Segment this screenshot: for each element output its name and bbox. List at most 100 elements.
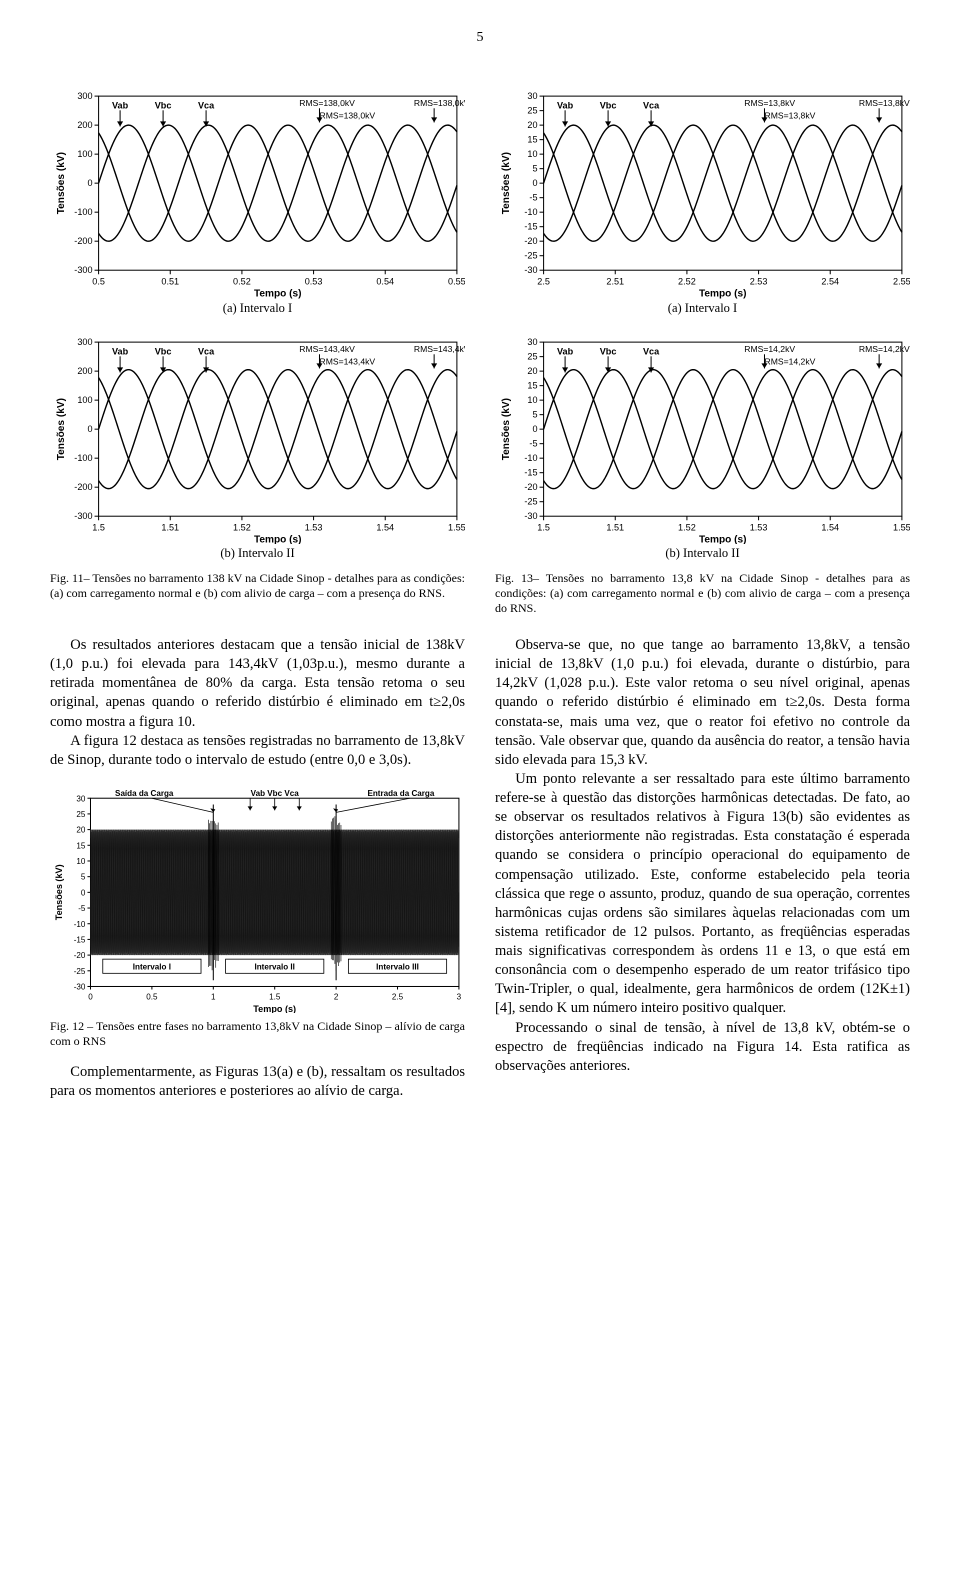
svg-text:-30: -30 xyxy=(74,982,86,991)
svg-text:-25: -25 xyxy=(524,251,537,261)
body-paragraph: Processando o sinal de tensão, à nível d… xyxy=(495,1019,910,1076)
svg-text:RMS=14,2kV: RMS=14,2kV xyxy=(859,344,910,354)
svg-text:20: 20 xyxy=(76,826,85,835)
svg-text:0.52: 0.52 xyxy=(233,276,251,286)
svg-text:1.55: 1.55 xyxy=(893,522,910,532)
svg-text:Tempo (s): Tempo (s) xyxy=(254,534,302,544)
svg-text:-5: -5 xyxy=(529,438,537,448)
svg-text:RMS=138,0kV: RMS=138,0kV xyxy=(414,98,465,108)
svg-text:1.5: 1.5 xyxy=(92,522,105,532)
svg-text:1.52: 1.52 xyxy=(678,522,696,532)
svg-text:-25: -25 xyxy=(524,496,537,506)
svg-text:RMS=138,0kV: RMS=138,0kV xyxy=(319,110,375,120)
body-paragraph: Os resultados anteriores destacam que a … xyxy=(50,636,465,732)
svg-text:Intervalo III: Intervalo III xyxy=(376,962,419,971)
svg-text:1.5: 1.5 xyxy=(269,993,281,1002)
svg-text:Vab: Vab xyxy=(557,346,574,356)
chart-row-1: -300-200-10001002003000.50.510.520.530.5… xyxy=(50,86,910,326)
svg-text:RMS=14,2kV: RMS=14,2kV xyxy=(744,344,795,354)
svg-text:2.53: 2.53 xyxy=(750,276,768,286)
svg-text:2.51: 2.51 xyxy=(606,276,624,286)
svg-text:Vbc: Vbc xyxy=(155,100,172,110)
svg-text:1.54: 1.54 xyxy=(376,522,394,532)
svg-text:Vca: Vca xyxy=(198,100,215,110)
chart-mid-right: -30-25-20-15-10-50510152025301.51.511.52… xyxy=(495,332,910,631)
svg-text:Vab: Vab xyxy=(112,346,129,356)
svg-text:30: 30 xyxy=(527,337,537,347)
svg-text:15: 15 xyxy=(527,135,537,145)
svg-text:0.51: 0.51 xyxy=(161,276,179,286)
svg-text:Entrada da Carga: Entrada da Carga xyxy=(367,789,434,798)
svg-text:Intervalo I: Intervalo I xyxy=(133,962,171,971)
svg-text:Saída da Carga: Saída da Carga xyxy=(115,789,174,798)
svg-text:300: 300 xyxy=(77,91,92,101)
svg-text:Vca: Vca xyxy=(198,346,215,356)
svg-text:-30: -30 xyxy=(524,511,537,521)
svg-text:Vab: Vab xyxy=(557,100,574,110)
svg-text:Tensões (kV): Tensões (kV) xyxy=(56,398,67,460)
svg-text:Tempo (s): Tempo (s) xyxy=(699,534,747,544)
svg-text:0.5: 0.5 xyxy=(92,276,105,286)
svg-text:Vca: Vca xyxy=(643,100,660,110)
chart-mid-left: -300-200-10001002003001.51.511.521.531.5… xyxy=(50,332,465,631)
body-two-col: Os resultados anteriores destacam que a … xyxy=(50,636,910,1101)
svg-text:5: 5 xyxy=(532,164,537,174)
svg-text:-200: -200 xyxy=(74,482,92,492)
fig12-caption: Fig. 12 – Tensões entre fases no barrame… xyxy=(50,1019,465,1049)
left-column: Os resultados anteriores destacam que a … xyxy=(50,636,465,1101)
svg-text:2.52: 2.52 xyxy=(678,276,696,286)
svg-text:-15: -15 xyxy=(524,467,537,477)
svg-text:15: 15 xyxy=(527,380,537,390)
svg-text:Vab Vbc Vca: Vab Vbc Vca xyxy=(251,789,300,798)
svg-text:Tempo (s): Tempo (s) xyxy=(254,289,302,299)
svg-text:3: 3 xyxy=(457,993,462,1002)
svg-text:2: 2 xyxy=(334,993,339,1002)
svg-text:1.53: 1.53 xyxy=(750,522,768,532)
svg-text:RMS=14,2kV: RMS=14,2kV xyxy=(764,356,815,366)
svg-text:-10: -10 xyxy=(524,207,537,217)
svg-text:15: 15 xyxy=(76,841,85,850)
svg-text:100: 100 xyxy=(77,149,92,159)
svg-text:Tempo (s): Tempo (s) xyxy=(699,289,747,299)
svg-text:Tensões (kV): Tensões (kV) xyxy=(501,152,512,214)
svg-text:1: 1 xyxy=(211,993,216,1002)
body-paragraph: Complementarmente, as Figuras 13(a) e (b… xyxy=(50,1063,465,1101)
chart-caption: (b) Intervalo II xyxy=(495,546,910,561)
svg-text:1.54: 1.54 xyxy=(821,522,839,532)
svg-text:200: 200 xyxy=(77,120,92,130)
fig13-caption: Fig. 13– Tensões no barramento 13,8 kV n… xyxy=(495,571,910,616)
svg-text:10: 10 xyxy=(76,857,85,866)
svg-text:25: 25 xyxy=(527,351,537,361)
svg-text:RMS=13,8kV: RMS=13,8kV xyxy=(744,98,795,108)
svg-text:-5: -5 xyxy=(78,904,86,913)
svg-text:Vbc: Vbc xyxy=(600,100,617,110)
svg-text:1.52: 1.52 xyxy=(233,522,251,532)
svg-text:RMS=13,8kV: RMS=13,8kV xyxy=(859,98,910,108)
svg-text:-20: -20 xyxy=(524,236,537,246)
chart-row-2: -300-200-10001002003001.51.511.521.531.5… xyxy=(50,332,910,631)
svg-text:100: 100 xyxy=(77,395,92,405)
chart-top-left: -300-200-10001002003000.50.510.520.530.5… xyxy=(50,86,465,326)
svg-text:Tensões (kV): Tensões (kV) xyxy=(56,152,67,214)
svg-text:30: 30 xyxy=(76,794,85,803)
body-paragraph: Observa-se que, no que tange ao barramen… xyxy=(495,636,910,770)
svg-text:-200: -200 xyxy=(74,236,92,246)
svg-text:Vab: Vab xyxy=(112,100,129,110)
svg-text:Tensões (kV): Tensões (kV) xyxy=(501,398,512,460)
body-paragraph: Um ponto relevante a ser ressaltado para… xyxy=(495,770,910,1019)
svg-text:0.53: 0.53 xyxy=(305,276,323,286)
svg-text:-5: -5 xyxy=(529,193,537,203)
svg-text:0.55: 0.55 xyxy=(448,276,465,286)
svg-text:5: 5 xyxy=(532,409,537,419)
svg-text:RMS=143,4kV: RMS=143,4kV xyxy=(299,344,355,354)
svg-text:10: 10 xyxy=(527,395,537,405)
svg-text:300: 300 xyxy=(77,337,92,347)
svg-text:10: 10 xyxy=(527,149,537,159)
svg-text:RMS=13,8kV: RMS=13,8kV xyxy=(764,110,815,120)
svg-text:-15: -15 xyxy=(524,222,537,232)
svg-text:0: 0 xyxy=(532,424,537,434)
svg-text:-100: -100 xyxy=(74,453,92,463)
svg-text:30: 30 xyxy=(527,91,537,101)
svg-text:25: 25 xyxy=(527,106,537,116)
chart-caption: (a) Intervalo I xyxy=(495,301,910,316)
